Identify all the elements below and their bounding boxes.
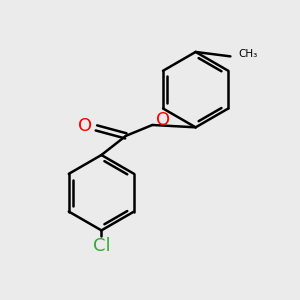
Text: Cl: Cl (93, 237, 110, 255)
Text: O: O (156, 111, 170, 129)
Text: CH₃: CH₃ (238, 49, 258, 59)
Text: O: O (78, 117, 92, 135)
